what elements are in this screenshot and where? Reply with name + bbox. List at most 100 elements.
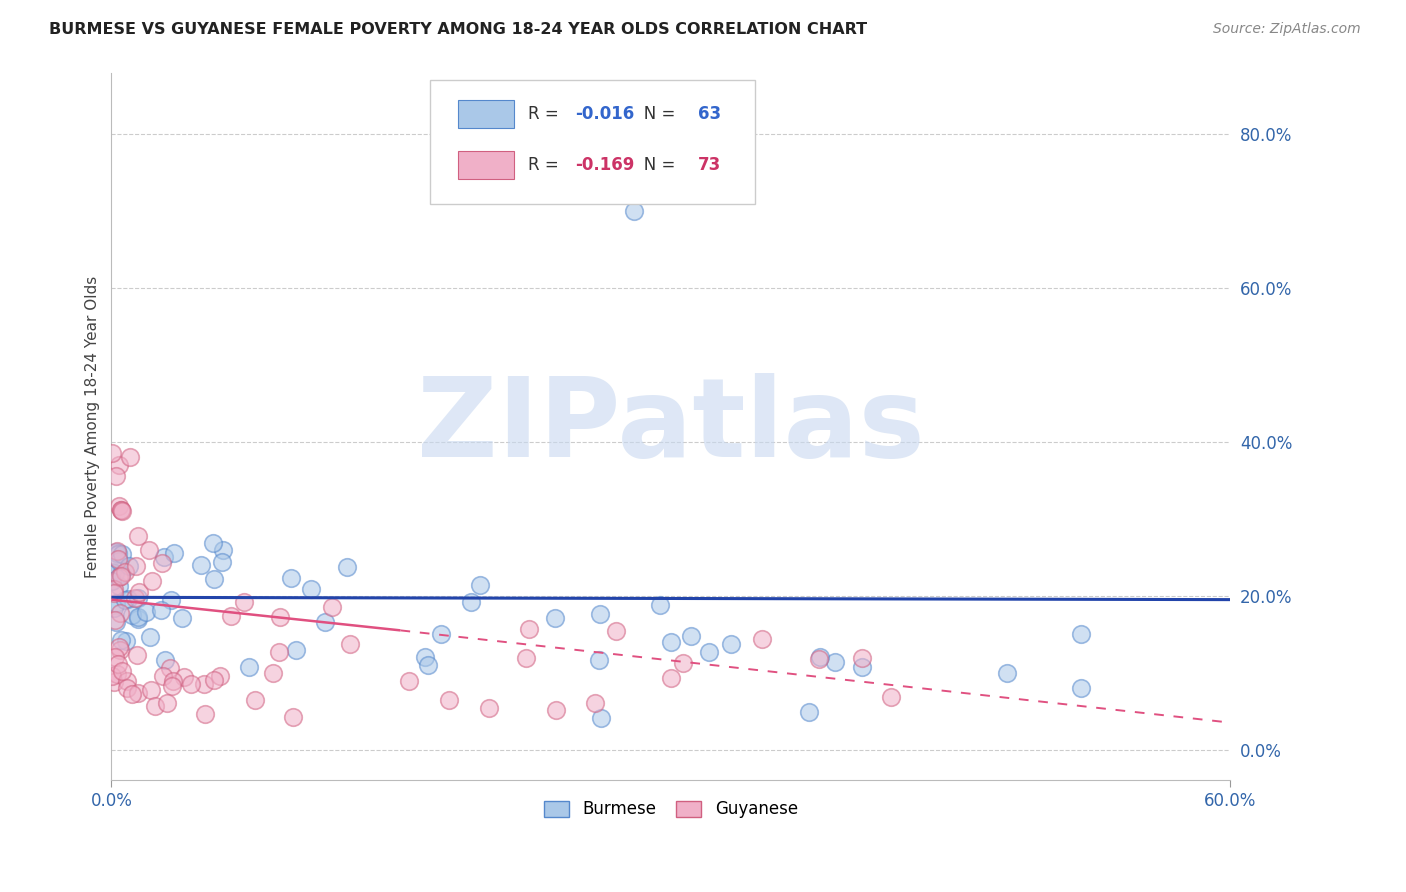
Point <box>110 633 132 648</box>
Point <box>263 665 285 680</box>
FancyBboxPatch shape <box>458 100 515 128</box>
Point <box>824 655 846 669</box>
Point <box>808 650 831 665</box>
Point <box>267 645 290 659</box>
Point <box>107 547 129 561</box>
Point <box>797 705 820 719</box>
Point <box>107 579 129 593</box>
Point <box>152 549 174 564</box>
Point <box>103 675 125 690</box>
Point <box>180 677 202 691</box>
Point <box>127 610 149 624</box>
Point <box>150 556 173 570</box>
Text: 73: 73 <box>697 156 721 174</box>
Point <box>108 500 131 514</box>
Point <box>202 535 225 549</box>
Point <box>111 504 134 518</box>
Legend: Burmese, Guyanese: Burmese, Guyanese <box>537 794 804 825</box>
Text: ZIPatlas: ZIPatlas <box>418 373 925 480</box>
Point <box>115 634 138 648</box>
Point <box>219 609 242 624</box>
Point <box>202 673 225 687</box>
Point <box>468 578 491 592</box>
Point <box>697 645 720 659</box>
Point <box>101 565 124 579</box>
Point <box>120 450 142 465</box>
Point <box>153 653 176 667</box>
Point <box>127 686 149 700</box>
Point <box>515 651 537 665</box>
Point <box>128 584 150 599</box>
Point <box>127 591 149 605</box>
Point <box>478 701 501 715</box>
Point <box>103 586 125 600</box>
Point <box>121 607 143 622</box>
Point <box>281 710 304 724</box>
Point <box>139 630 162 644</box>
Point <box>193 677 215 691</box>
Point <box>808 652 831 666</box>
Point <box>107 570 129 584</box>
Point <box>1070 681 1092 695</box>
Point <box>679 629 702 643</box>
FancyBboxPatch shape <box>458 151 515 179</box>
Point <box>202 572 225 586</box>
Point <box>209 669 232 683</box>
Point <box>105 596 128 610</box>
Point <box>143 699 166 714</box>
Point <box>100 446 122 460</box>
Point <box>108 554 131 568</box>
Point <box>194 706 217 721</box>
Point <box>995 665 1018 680</box>
Point <box>111 547 134 561</box>
Point <box>110 643 132 657</box>
FancyBboxPatch shape <box>430 80 755 204</box>
Text: Source: ZipAtlas.com: Source: ZipAtlas.com <box>1213 22 1361 37</box>
Point <box>114 593 136 607</box>
Point <box>152 668 174 682</box>
Point <box>107 552 129 566</box>
Point <box>280 571 302 585</box>
Point <box>125 559 148 574</box>
Point <box>104 649 127 664</box>
Point <box>588 652 610 666</box>
Point <box>659 635 682 649</box>
Point <box>751 632 773 647</box>
Point <box>127 612 149 626</box>
Point <box>125 648 148 663</box>
Point <box>460 595 482 609</box>
Point <box>104 469 127 483</box>
Point <box>623 204 645 219</box>
Point <box>1070 627 1092 641</box>
Point <box>583 696 606 710</box>
Point <box>110 569 132 583</box>
Point <box>589 607 612 621</box>
Point <box>115 681 138 696</box>
Point <box>851 660 873 674</box>
Point <box>160 679 183 693</box>
Point <box>269 609 291 624</box>
Point <box>101 669 124 683</box>
Point <box>117 674 139 689</box>
Point <box>173 670 195 684</box>
Point <box>190 558 212 572</box>
Point <box>648 598 671 612</box>
Text: -0.016: -0.016 <box>575 105 634 123</box>
Point <box>591 711 613 725</box>
Point <box>416 658 439 673</box>
Point <box>104 613 127 627</box>
Point <box>284 642 307 657</box>
Point <box>139 683 162 698</box>
Point <box>105 667 128 681</box>
Point <box>336 559 359 574</box>
Point <box>103 582 125 596</box>
Text: 63: 63 <box>697 105 721 123</box>
Point <box>141 574 163 588</box>
Point <box>111 664 134 678</box>
Point <box>437 693 460 707</box>
Point <box>118 559 141 574</box>
Point <box>851 651 873 665</box>
Text: -0.169: -0.169 <box>575 156 634 174</box>
Text: N =: N = <box>628 105 681 123</box>
Point <box>107 640 129 655</box>
